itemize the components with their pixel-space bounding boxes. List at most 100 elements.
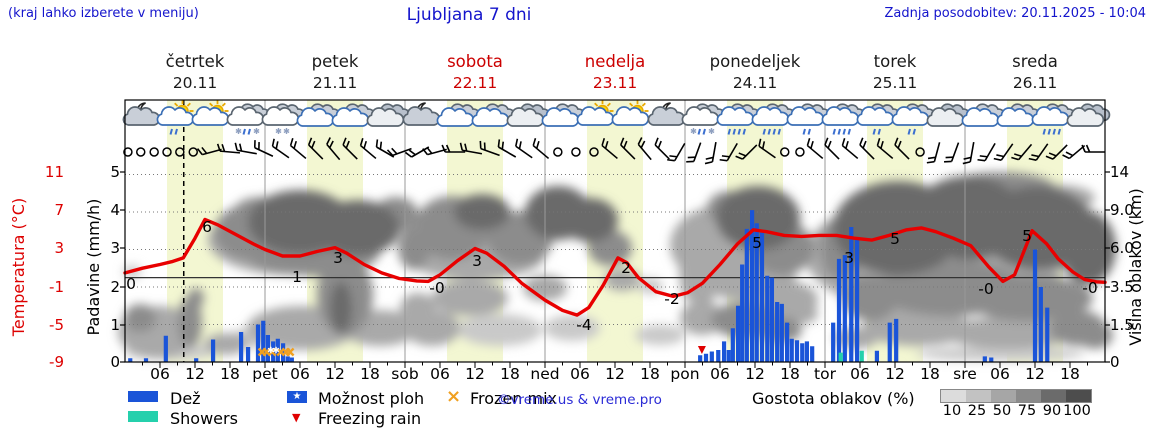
- legend-freezing: Freezing rain: [318, 409, 422, 428]
- wind-barb-icon: [977, 142, 996, 162]
- shower-bar: [859, 350, 864, 362]
- cloud-axis-value: 3.5: [1110, 278, 1134, 296]
- cloud-blob: [432, 280, 508, 316]
- time-axis-label: 06: [570, 365, 590, 383]
- rain-tick: [777, 128, 781, 135]
- cloud-blob: [404, 310, 460, 346]
- snow-flake: [275, 128, 282, 134]
- barb-tick: [620, 137, 625, 146]
- precip-bar: [709, 351, 714, 362]
- barb-shaft: [498, 146, 517, 158]
- cloud-blob: [124, 304, 156, 332]
- barb-tick: [761, 141, 766, 150]
- calm-wind-icon: [149, 147, 159, 157]
- barb-tick: [604, 140, 609, 149]
- density-tick-label: 100: [1063, 403, 1091, 419]
- rain-tick: [1047, 128, 1051, 135]
- density-tick-label: 90: [1042, 403, 1062, 419]
- barb-tick: [404, 151, 412, 158]
- barb-shaft: [806, 144, 824, 160]
- chance-star-marker: [272, 347, 280, 353]
- wind-barb-icon: [735, 144, 758, 160]
- weather-icon-cloud-rain: [1031, 103, 1076, 135]
- rain-tick: [837, 128, 841, 135]
- wind-barb-icon: [667, 142, 686, 162]
- axis-layer: 11 5 147 4 9.03 3 6.0-1 2 3.5-5 1 1.5-9 0 006 12 18 pet…: [45, 52, 1134, 383]
- wind-barb-icon: [497, 139, 517, 158]
- barb-tick: [654, 137, 659, 146]
- curve-label: 1: [292, 268, 302, 286]
- temp-axis-value: 3: [54, 239, 64, 257]
- precip-bar: [716, 350, 721, 362]
- rain-tick: [802, 128, 806, 135]
- barb-tick: [342, 137, 347, 146]
- frozen-mix-marker: [285, 347, 295, 357]
- precip-bar: [775, 302, 780, 362]
- barb-tick: [1081, 144, 1086, 153]
- barb-tick: [1085, 144, 1091, 153]
- time-axis-label: 18: [780, 365, 800, 383]
- barb-tick: [518, 141, 522, 150]
- cloud-shape: [647, 106, 686, 126]
- precip-bar: [765, 275, 770, 362]
- density-segment: [1041, 390, 1066, 402]
- barb-shaft: [726, 142, 738, 162]
- barb-tick: [876, 138, 881, 146]
- precip-bar: [769, 277, 775, 362]
- barb-tick: [996, 154, 1005, 158]
- precip-bar: [255, 324, 261, 362]
- barb-tick: [483, 142, 486, 151]
- barb-tick: [927, 156, 936, 160]
- barb-shaft: [654, 144, 670, 160]
- barb-tick: [705, 156, 714, 160]
- temperature-curve-group: 0 6 1 3 -0 3 -4 2 -2 5 3 5 -0 5 -0: [123, 217, 1107, 334]
- precip-bar: [894, 318, 899, 362]
- barb-tick: [422, 148, 429, 156]
- day-abbrev-label: sob: [391, 365, 418, 383]
- wind-barb-icon: [806, 138, 824, 160]
- density-segment: [941, 390, 966, 402]
- weather-icon-cloud-gray: [506, 103, 551, 127]
- barb-tick: [386, 149, 394, 156]
- showers-swatch: [128, 411, 158, 422]
- calm-wind-icon: [780, 147, 790, 157]
- barb-tick: [945, 156, 954, 159]
- barb-tick: [307, 137, 313, 146]
- day-header-name: petek: [312, 52, 359, 71]
- day-header-name: torek: [874, 52, 917, 71]
- wind-barb-icon: [342, 137, 358, 160]
- weather-icon-cloud-sleet: [681, 103, 726, 135]
- barb-tick: [827, 140, 832, 149]
- time-axis-label: 06: [430, 365, 450, 383]
- curve-label: -2: [664, 290, 679, 308]
- barb-shaft: [674, 142, 686, 162]
- time-axis-label: 06: [150, 365, 170, 383]
- barb-shaft: [894, 144, 910, 160]
- precip-bar: [128, 358, 133, 362]
- barb-tick: [532, 138, 537, 146]
- day-header-date: 25.11: [873, 74, 917, 92]
- barb-shaft: [859, 144, 875, 160]
- barb-tick: [977, 158, 986, 162]
- cloud-density-scale: [940, 389, 1092, 403]
- weather-icon-cloud: [436, 103, 481, 127]
- precip-bar: [1045, 307, 1050, 362]
- sun-ray: [209, 102, 214, 107]
- wind-barb-icon: [601, 138, 618, 160]
- curve-label: -0: [978, 280, 993, 298]
- wind-barb-icon: [253, 140, 274, 157]
- barb-tick: [345, 140, 350, 149]
- wind-barb-icon: [654, 137, 670, 160]
- cloud-blob: [635, 325, 685, 345]
- cloud-shape: [1066, 107, 1105, 127]
- wind-barb-icon: [359, 138, 377, 160]
- wind-barb-icon: [326, 137, 341, 161]
- sun-ray: [186, 102, 191, 107]
- wind-barb-icon: [532, 138, 550, 160]
- barb-tick: [326, 137, 331, 145]
- wind-barb-icon: [758, 138, 776, 159]
- star-glyph: ★: [292, 391, 302, 402]
- x-glyph: ×: [446, 386, 462, 407]
- wind-barb-icon: [876, 138, 894, 160]
